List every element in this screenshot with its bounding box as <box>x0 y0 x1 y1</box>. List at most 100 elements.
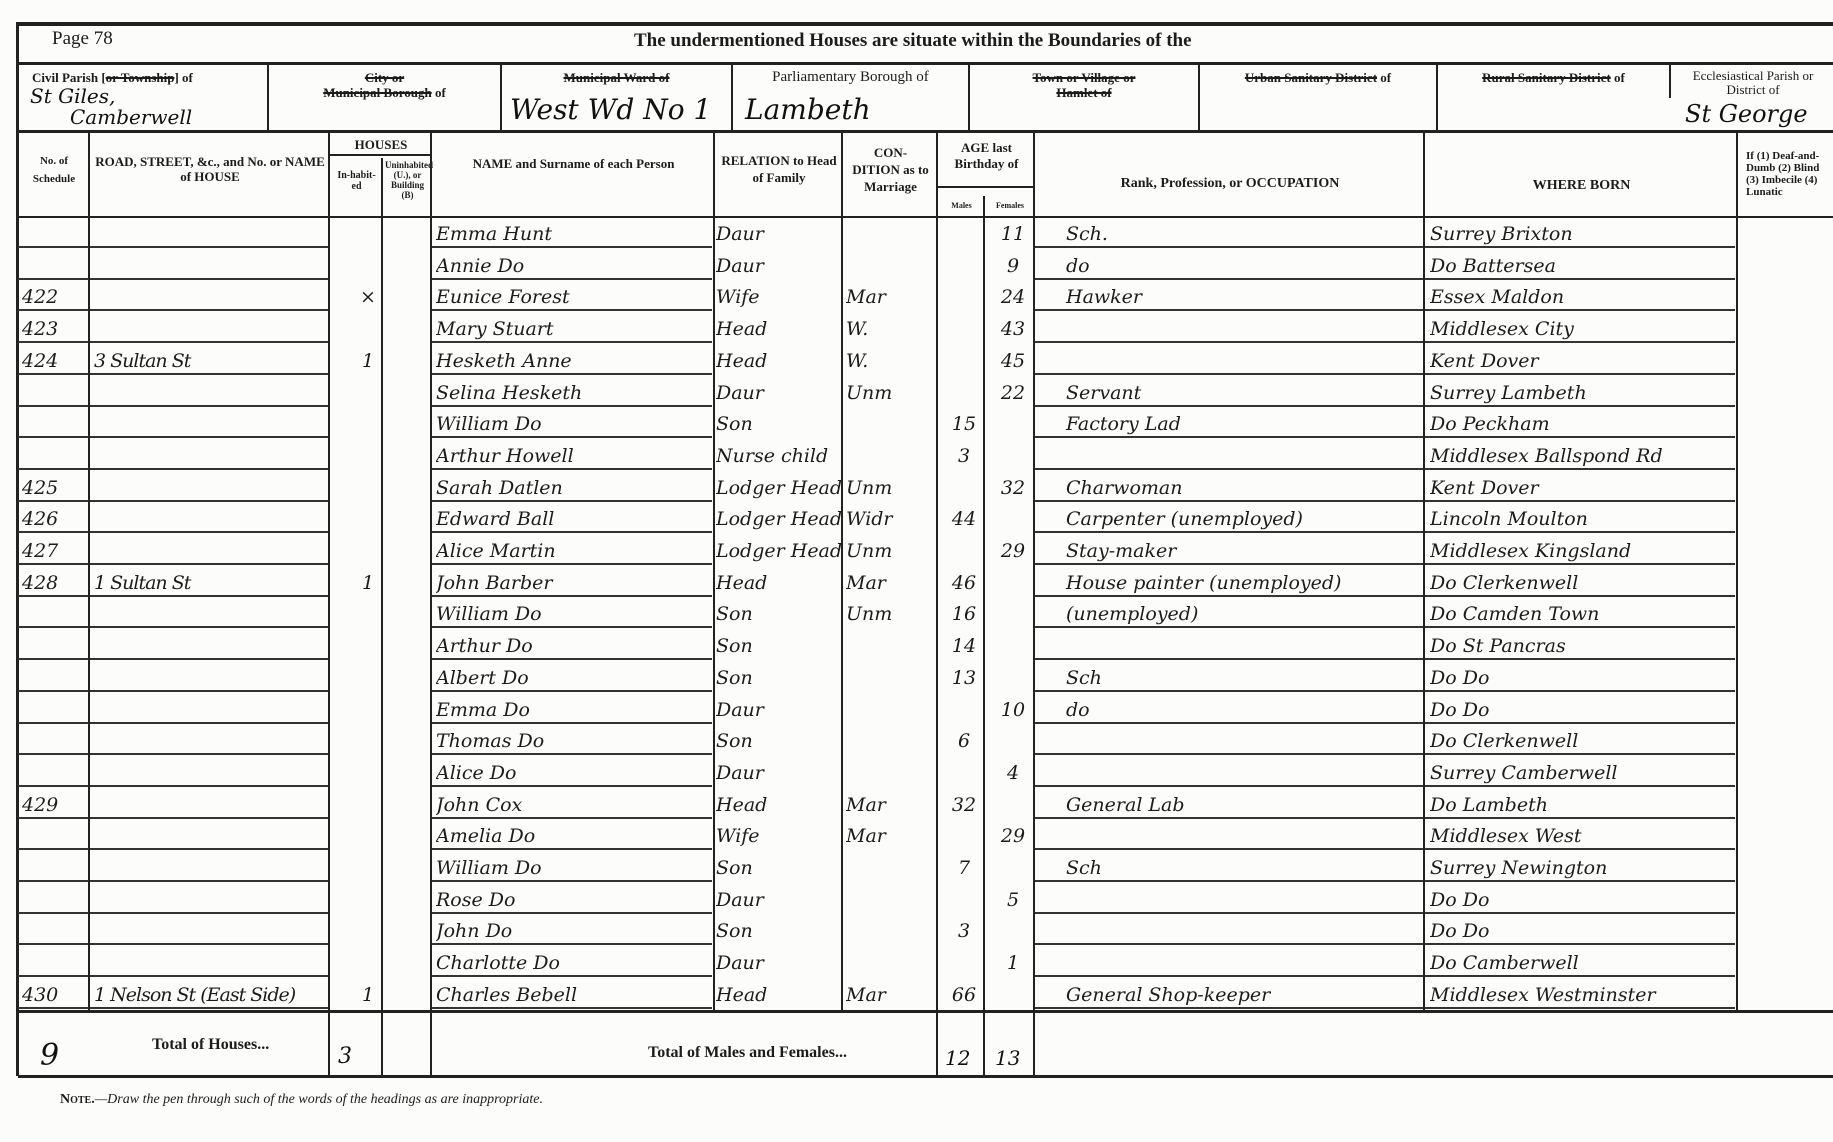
ruled-line <box>1035 246 1423 248</box>
col-header-road: ROAD, STREET, &c., and No. or NAME of HO… <box>95 154 325 184</box>
field-label: Ecclesiastical Parish or District of <box>1692 68 1814 97</box>
condition-cell: W. <box>846 349 869 372</box>
condition-cell <box>846 884 938 916</box>
condition-cell: Widr <box>846 508 893 531</box>
name-cell: Arthur Howell <box>436 444 574 467</box>
ruled-line <box>18 880 88 882</box>
occupation-cell: Hawker <box>1066 286 1142 309</box>
column-rule <box>1736 130 1738 1010</box>
name-cell: William Do <box>436 857 542 879</box>
where-born-cell: Do Clerkenwell <box>1430 730 1579 753</box>
field-label: Parliamentary Borough of <box>772 69 929 85</box>
ruled-line <box>90 753 328 756</box>
inhabited-cell: 1 <box>361 349 375 372</box>
male-age-cell: 44 <box>951 508 977 531</box>
table-row: 426 Edward Ball Lodger Head Widr 44 Carpenter… <box>18 503 1738 535</box>
occupation-cell: Stay-maker <box>1066 540 1177 562</box>
male-age-cell <box>942 218 986 250</box>
road-cell: 3 Sultan St <box>94 349 191 372</box>
female-age-cell <box>990 598 1036 630</box>
female-age-cell: 29 <box>1000 540 1026 562</box>
ruled-line <box>18 594 88 597</box>
uninhabited-cell <box>384 757 428 789</box>
ruled-line <box>90 784 328 787</box>
inhabited-cell <box>348 503 388 535</box>
table-row: Selina Hesketh Daur Unm 22 Servant Surrey Lam… <box>18 377 1738 409</box>
name-cell: Charles Bebell <box>436 983 578 1006</box>
ruled-line <box>432 563 712 565</box>
ward-value: West Wd No 1 <box>510 93 712 126</box>
uninhabited-cell <box>384 535 428 567</box>
struck-label: Municipal Borough <box>323 85 432 100</box>
relation-cell: Son <box>716 730 753 753</box>
female-age-cell: 9 <box>1006 254 1020 277</box>
where-born-cell: Do Clerkenwell <box>1430 571 1579 594</box>
ruled-line <box>1425 784 1735 787</box>
form-title: The undermentioned Houses are situate wi… <box>634 30 1192 51</box>
uninhabited-cell <box>384 472 428 504</box>
ruled-line <box>1035 880 1423 882</box>
ruled-line <box>90 277 328 280</box>
female-age-cell <box>990 979 1036 1011</box>
ruled-line <box>432 784 712 787</box>
name-cell: Arthur Do <box>436 635 533 658</box>
column-rule <box>328 130 330 1075</box>
male-age-cell <box>942 757 986 789</box>
field-label: of <box>1610 70 1625 85</box>
total-males-value: 12 <box>945 1046 971 1070</box>
ruled-line <box>90 467 328 470</box>
female-age-cell: 29 <box>1000 825 1026 848</box>
ruled-line <box>18 436 88 439</box>
where-born-cell: Do Camden Town <box>1430 603 1600 626</box>
ruled-line <box>18 309 88 312</box>
ruled-line <box>1425 943 1735 946</box>
occupation-cell: (unemployed) <box>1066 603 1199 626</box>
condition-cell <box>846 947 938 979</box>
name-cell: Sarah Datlen <box>436 476 563 499</box>
where-born-cell: Do Battersea <box>1430 254 1556 277</box>
table-row: John Do Son 3 Do Do <box>18 915 1738 947</box>
uninhabited-cell <box>384 820 428 852</box>
relation-cell: Daur <box>716 761 764 784</box>
relation-cell: Wife <box>716 286 760 309</box>
female-age-cell: 45 <box>1000 349 1026 372</box>
ruled-line <box>1035 372 1423 375</box>
table-row: William Do Son 15 Factory Lad Do Peckham <box>18 408 1738 440</box>
total-persons-label: Total of Males and Females... <box>648 1044 847 1061</box>
male-age-cell <box>942 884 986 916</box>
table-row: Emma Do Daur 10 do Do Do <box>18 694 1738 726</box>
table-row: 430 1 Nelson St (East Side) 1 Charles Bebel… <box>18 979 1738 1011</box>
relation-cell: Nurse child <box>716 444 829 467</box>
male-age-cell: 6 <box>957 730 971 753</box>
divider <box>18 1075 1833 1078</box>
condition-cell <box>846 694 938 726</box>
table-row: William Do Son Unm 16 (unemployed) Do Camden … <box>18 598 1738 630</box>
ruled-line <box>1035 594 1423 597</box>
where-born-cell: Surrey Camberwell <box>1430 761 1618 784</box>
name-cell: Selina Hesketh <box>436 381 583 404</box>
civil-parish-field: Civil Parish [or Township] of <box>18 64 267 130</box>
ruled-line <box>1425 1006 1735 1009</box>
female-age-cell <box>990 915 1036 947</box>
name-cell: William Do <box>436 603 542 626</box>
condition-cell <box>846 408 938 440</box>
female-age-cell: 24 <box>1000 286 1026 309</box>
ruled-line <box>1425 246 1735 248</box>
ruled-line <box>90 816 328 819</box>
ruled-line <box>1425 531 1735 534</box>
total-females-value: 13 <box>995 1046 1021 1070</box>
ruled-line <box>90 594 328 597</box>
inhabited-cell <box>348 535 388 567</box>
table-row: 427 Alice Martin Lodger Head Unm 29 Stay-make… <box>18 535 1738 567</box>
schedule-count-mark: 9 <box>40 1038 60 1073</box>
ruled-line <box>90 404 328 407</box>
field-label: of <box>1377 70 1392 85</box>
total-houses-value: 3 <box>338 1044 352 1069</box>
inhabited-cell <box>348 218 388 250</box>
where-born-cell: Middlesex Kingsland <box>1430 540 1632 562</box>
female-age-cell: 4 <box>1006 761 1020 784</box>
female-age-cell: 22 <box>1000 381 1026 404</box>
ruled-line <box>18 816 88 819</box>
field-label: of <box>431 85 446 100</box>
ruled-line <box>18 467 88 470</box>
